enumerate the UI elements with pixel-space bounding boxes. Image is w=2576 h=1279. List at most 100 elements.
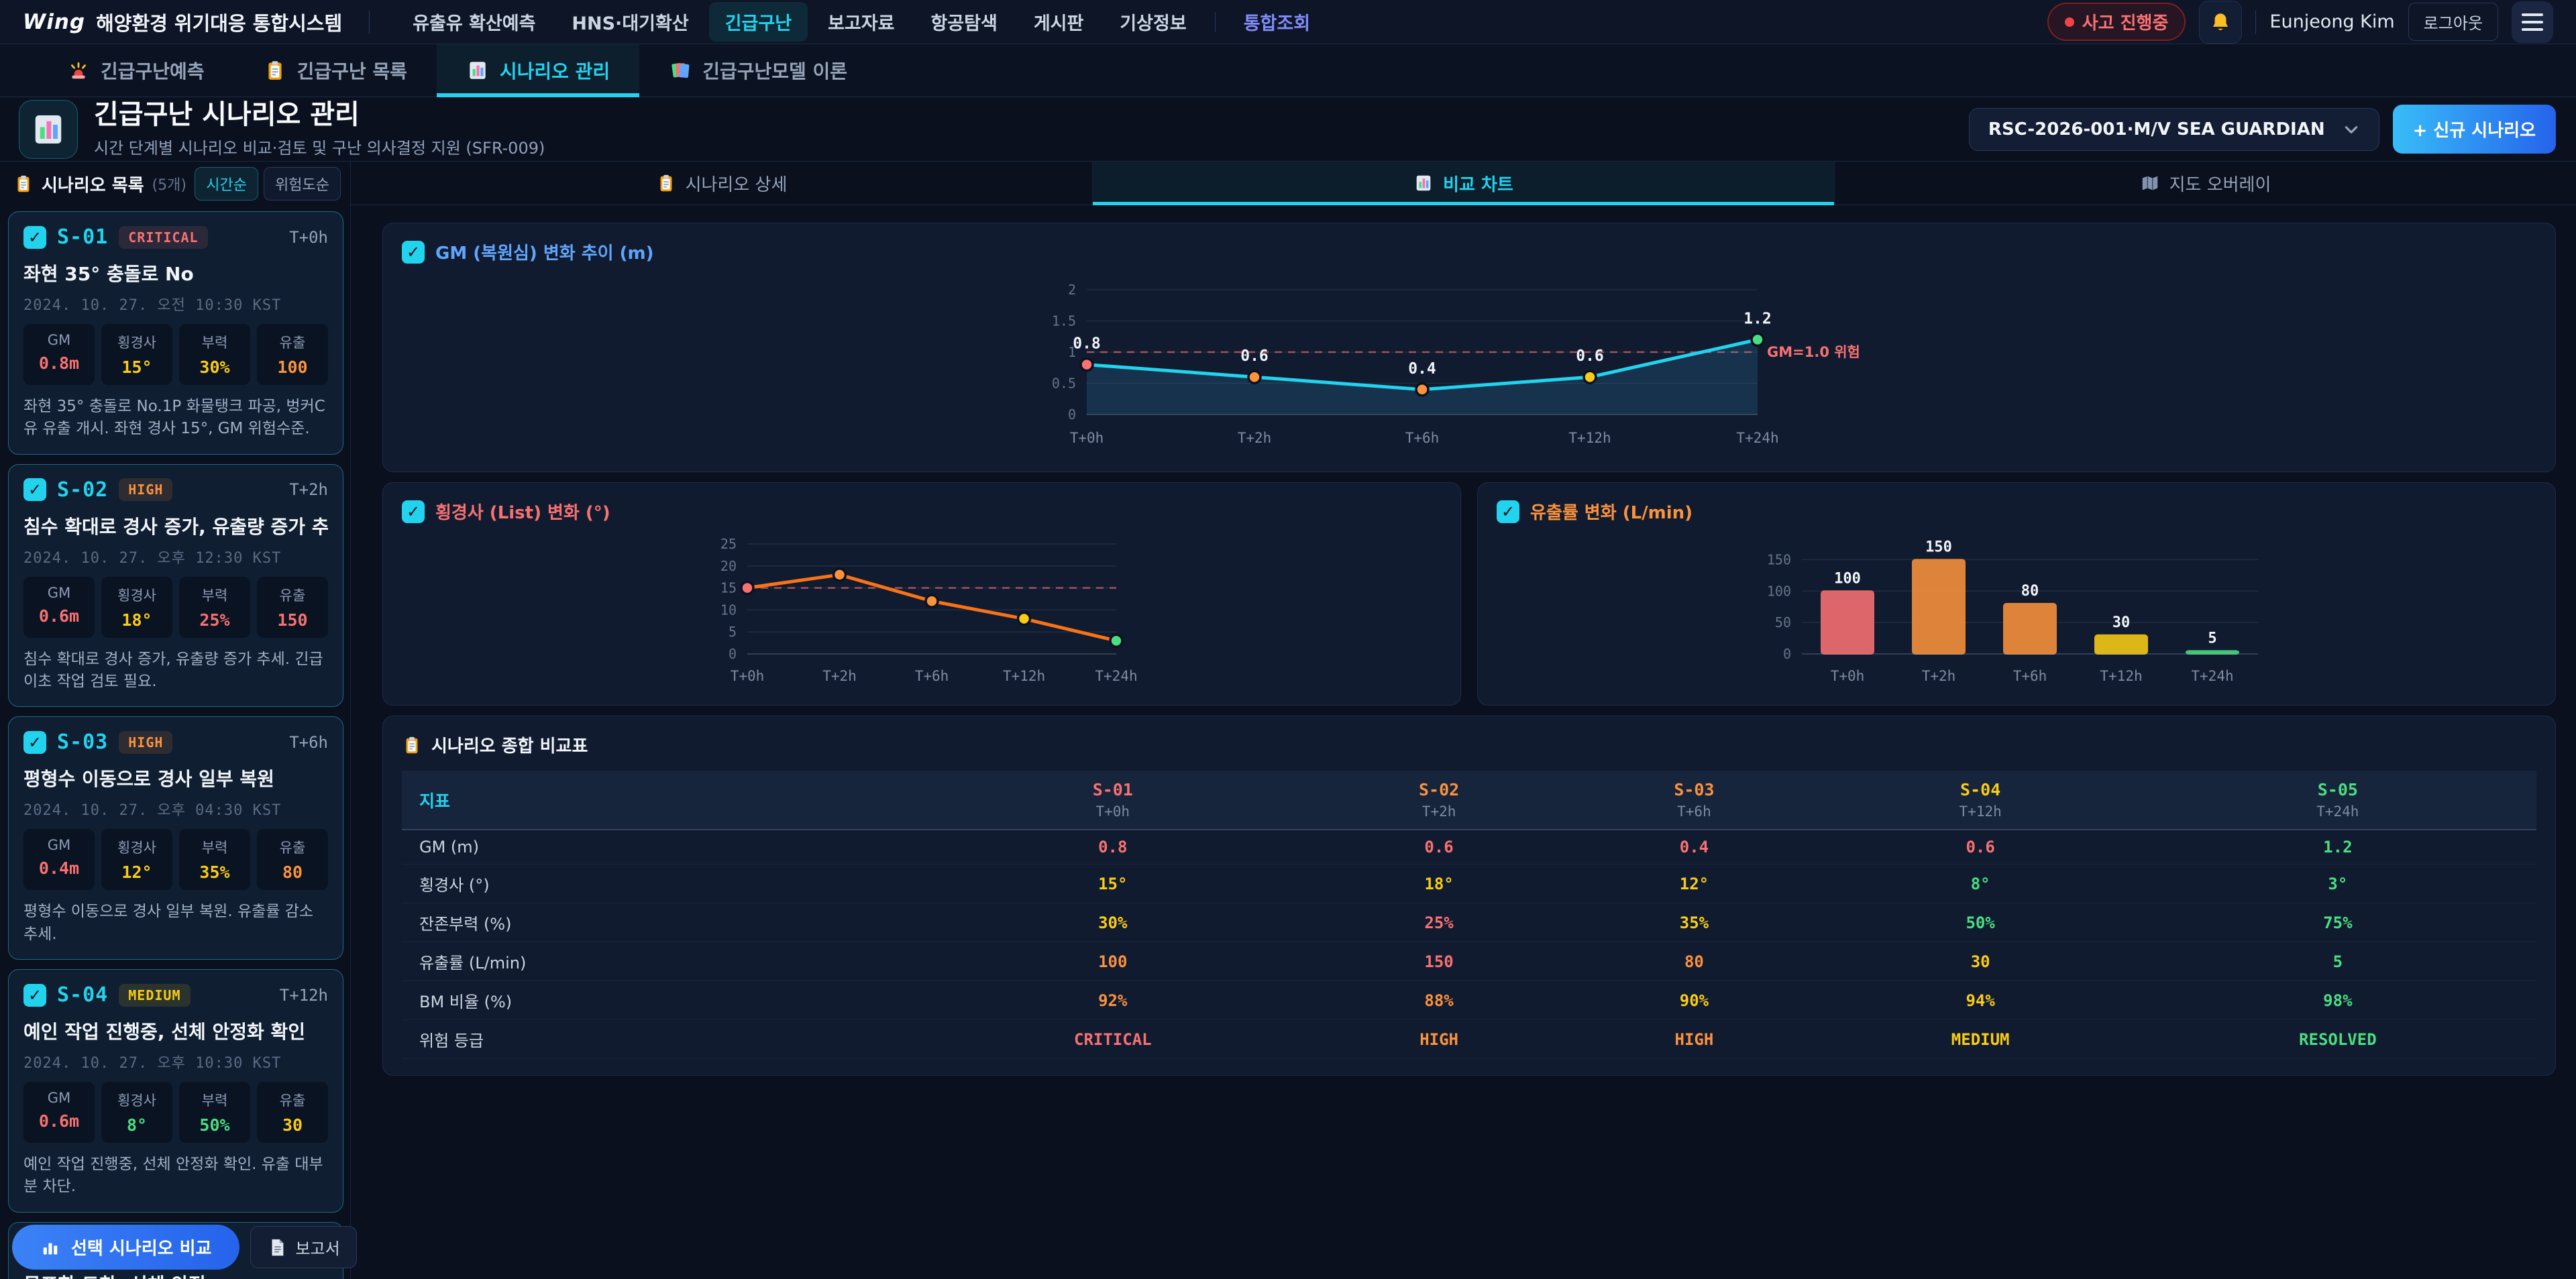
scenario-title: 좌현 35° 충돌로 No (23, 263, 194, 285)
scenario-description: 평형수 이동으로 경사 일부 복원. 유출률 감소 추세. (23, 903, 314, 943)
metric-value: 0.6m (38, 1111, 80, 1131)
metric-box: GM 0.8m (23, 324, 95, 385)
scenario-card[interactable]: ✓ S-01 CRITICAL T+0h 좌현 35° 충돌로 No 2024. 10. … (8, 211, 343, 455)
table-row: BM 비율 (%) 92% 88% 90% 94% 98% (402, 981, 2536, 1020)
scenario-card[interactable]: ✓ S-04 MEDIUM T+12h 예인 작업 진행중, 선체 안정화 확인 2024… (8, 969, 343, 1213)
viewtab-0[interactable]: 시나리오 상세 (351, 162, 1092, 205)
svg-text:T+12h: T+12h (1003, 668, 1045, 684)
metric-label: 유출 (279, 335, 306, 351)
svg-text:T+24h: T+24h (1736, 430, 1778, 446)
table-header-scenario: S-02 T+2h (1311, 771, 1567, 830)
metric-box: 부력 35% (179, 829, 250, 891)
spill-chart-checkbox[interactable]: ✓ (1497, 500, 1519, 523)
svg-text:1.5: 1.5 (1052, 313, 1076, 329)
table-cell: 0.6 (1311, 830, 1567, 865)
table-cell: 90% (1566, 981, 1822, 1020)
scenario-checkbox[interactable]: ✓ (23, 730, 46, 754)
scenario-card[interactable]: ✓ S-02 HIGH T+2h 침수 확대로 경사 증가, 유출량 증가 추세 2024… (8, 463, 343, 708)
viewtab-1[interactable]: 비교 차트 (1092, 162, 1834, 205)
scenario-card[interactable]: ✓ S-03 HIGH T+6h 평형수 이동으로 경사 일부 복원 2024. 10. … (8, 716, 343, 960)
gm-chart: 0 0.5 1 1.5 2 T+0h T+2h T+6h T+12h T+24h GM=1.0 위험… (402, 267, 2536, 452)
metric-value: 50% (199, 1115, 230, 1135)
divider (1214, 11, 1216, 32)
vessel-select-value: RSC-2026-001·M/V SEA GUARDIAN (1988, 119, 2325, 140)
sort-by-risk-button[interactable]: 위험도순 (264, 167, 341, 201)
nav-item-0[interactable]: 유출유 확산예측 (413, 13, 536, 34)
nav-item-5[interactable]: 게시판 (1033, 13, 1084, 34)
metric-value: 0.6m (38, 606, 80, 626)
svg-text:25: 25 (720, 536, 737, 552)
subtab-1[interactable]: 긴급구난 목록 (234, 44, 437, 97)
table-header-scenario: S-04 T+12h (1821, 771, 2139, 830)
main-nav: 유출유 확산예측 HNS·대기확산 긴급구난 보고자료 항공탐색 게시판 기상정보 통합조회 (396, 2, 1326, 42)
subtab-2[interactable]: 시나리오 관리 (436, 44, 640, 97)
scenario-title: 침수 확대로 경사 증가, 유출량 증가 추세 (23, 515, 328, 538)
scenario-datetime: 2024. 10. 27. 오전 10:30 KST (23, 297, 282, 314)
scenario-card-header: ✓ S-02 HIGH T+2h (23, 478, 328, 502)
svg-text:50: 50 (1775, 614, 1791, 630)
svg-text:T+0h: T+0h (731, 668, 765, 684)
nav-item-2[interactable]: 긴급구난 (708, 2, 808, 42)
scenario-count: (5개) (152, 177, 186, 194)
scenario-time-offset: T+12h (279, 985, 328, 1005)
metric-label: GM (47, 584, 71, 601)
user-name: Eunjeong Kim (2269, 11, 2395, 32)
subtab-3[interactable]: 긴급구난모델 이론 (639, 44, 877, 97)
scenario-card-header: ✓ S-03 HIGH T+6h (23, 730, 328, 754)
svg-text:5: 5 (2208, 630, 2216, 647)
nav-item-6[interactable]: 기상정보 (1120, 13, 1187, 34)
scenario-metrics: GM 0.4m 횡경사 12° 부력 35% 유출 80 (23, 829, 328, 891)
nav-item-7[interactable]: 통합조회 (1243, 13, 1311, 34)
nav-item-3[interactable]: 보고자료 (828, 13, 895, 34)
svg-text:T+24h: T+24h (1095, 668, 1137, 684)
svg-text:150: 150 (1767, 551, 1791, 567)
comparison-table: 지표 S-01 T+0h S-02 T+2h S-03 T+6h S-04 T+12h S-05 T… (402, 771, 2536, 1059)
compare-scenarios-button[interactable]: 선택 시나리오 비교 (12, 1225, 240, 1270)
table-cell: 1.2 (2139, 830, 2536, 865)
svg-text:T+6h: T+6h (2013, 668, 2047, 684)
metric-label: GM (47, 837, 71, 854)
charts-area: ✓ GM (복원심) 변화 추이 (m) 0 0.5 1 1.5 2 T+0h T+2h T+… (351, 205, 2576, 1076)
svg-text:GM=1.0 위험: GM=1.0 위험 (1767, 344, 1860, 360)
scenario-time-offset: T+6h (289, 732, 328, 752)
metric-label: 횡경사 (117, 1093, 156, 1109)
list-chart-title: 횡경사 (List) 변화 (°) (435, 503, 610, 523)
svg-text:0.6: 0.6 (1240, 347, 1269, 365)
metric-value: 30 (282, 1115, 303, 1135)
table-cell: 75% (2139, 903, 2536, 942)
table-row: GM (m) 0.8 0.6 0.4 0.6 1.2 (402, 830, 2536, 865)
chart-icon (466, 59, 489, 82)
table-cell: 88% (1311, 981, 1567, 1020)
scenario-time-offset: T+0h (289, 227, 328, 247)
vessel-select[interactable]: RSC-2026-001·M/V SEA GUARDIAN (1968, 107, 2379, 151)
logout-button[interactable]: 로그아웃 (2408, 3, 2498, 41)
list-chart-checkbox[interactable]: ✓ (402, 500, 425, 523)
divider (369, 10, 370, 34)
scenario-list: ✓ S-01 CRITICAL T+0h 좌현 35° 충돌로 No 2024. 10. … (0, 206, 350, 1279)
subtab-0[interactable]: 긴급구난예측 (38, 44, 234, 97)
bell-icon (2209, 11, 2232, 34)
scenario-checkbox[interactable]: ✓ (23, 478, 46, 502)
nav-item-1[interactable]: HNS·대기확산 (572, 13, 689, 34)
viewtab-2[interactable]: 지도 오버레이 (1834, 162, 2576, 205)
scenario-checkbox[interactable]: ✓ (23, 225, 46, 249)
svg-text:T+2h: T+2h (1238, 430, 1272, 446)
scenario-description: 침수 확대로 경사 증가, 유출량 증가 추세. 긴급 이초 작업 검토 필요. (23, 650, 323, 691)
scenario-metrics: GM 0.8m 횡경사 15° 부력 30% 유출 100 (23, 324, 328, 385)
menu-button[interactable] (2512, 1, 2553, 43)
page-header: 긴급구난 시나리오 관리 시간 단계별 시나리오 비교·검토 및 구난 의사결정… (0, 97, 2576, 162)
scenario-id: S-04 (57, 983, 109, 1007)
nav-item-4[interactable]: 항공탐색 (930, 13, 998, 34)
viewtab-label: 비교 차트 (1443, 174, 1513, 195)
notifications-button[interactable] (2199, 0, 2243, 44)
report-button[interactable]: 보고서 (250, 1226, 357, 1268)
gm-chart-checkbox[interactable]: ✓ (402, 240, 425, 264)
new-scenario-button[interactable]: + 신규 시나리오 (2392, 105, 2556, 154)
scenario-checkbox[interactable]: ✓ (23, 983, 46, 1007)
metric-value: 8° (126, 1115, 148, 1135)
app-logo: Wing (23, 9, 86, 34)
svg-text:0: 0 (1783, 646, 1791, 662)
sort-by-time-button[interactable]: 시간순 (195, 167, 259, 201)
scenario-title: 예인 작업 진행중, 선체 안정화 확인 (23, 1021, 306, 1044)
table-cell: 0.8 (914, 830, 1311, 865)
